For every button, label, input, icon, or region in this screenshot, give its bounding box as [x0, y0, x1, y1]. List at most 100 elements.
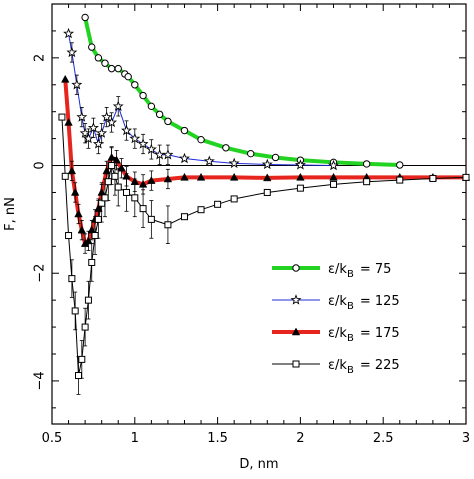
data-point-circle: [271, 153, 280, 162]
series-line: [63, 77, 468, 246]
data-point-star: [82, 132, 94, 144]
data-point-square: [114, 183, 122, 191]
y-axis-tick-labels: −4 −2 0 2: [33, 54, 48, 391]
data-point-square: [108, 162, 116, 170]
series-1: [63, 27, 340, 171]
data-point-circle: [101, 59, 109, 67]
data-point-star: [76, 111, 88, 122]
data-point-square: [263, 188, 271, 196]
data-point-square: [429, 174, 437, 182]
data-point-triangle: [74, 209, 83, 218]
data-point-circle: [131, 81, 139, 89]
data-point-circle: [139, 91, 147, 100]
data-point-square: [94, 215, 102, 223]
data-point-star: [71, 78, 83, 90]
data-point-circle: [147, 102, 156, 111]
data-point-star: [106, 116, 118, 128]
data-point-square: [71, 307, 79, 315]
plot-area: [51, 3, 471, 425]
plot-frame: [51, 3, 467, 425]
y-tick-label: −2: [33, 264, 48, 283]
data-point-triangle: [180, 172, 189, 181]
x-tick-label: 1: [131, 431, 139, 446]
data-point-circle: [155, 110, 164, 119]
data-point-square: [139, 205, 147, 213]
data-point-circle: [292, 264, 300, 272]
legend-label: ε/kB = 225: [328, 358, 400, 376]
x-tick-label: 0.5: [42, 431, 63, 446]
data-point-square: [180, 213, 188, 221]
data-point-circle: [362, 160, 371, 168]
x-axis-tick-labels: 0.5 1 1.5 2 2.5 3: [42, 431, 470, 446]
data-point-triangle: [163, 174, 173, 183]
x-tick-label: 1.5: [207, 431, 228, 446]
series-line: [61, 116, 467, 377]
data-point-star: [137, 138, 149, 149]
data-point-star: [294, 159, 306, 170]
data-point-square: [363, 178, 371, 186]
data-point-triangle: [147, 176, 156, 184]
data-point-square: [396, 176, 404, 184]
data-point-star: [203, 155, 215, 166]
legend-entry: ε/kB = 225: [272, 358, 400, 376]
data-point-triangle: [291, 327, 301, 336]
data-point-square: [91, 232, 99, 240]
data-point-square: [74, 372, 82, 380]
y-axis-ticks: [52, 30, 466, 409]
data-point-triangle: [84, 236, 93, 245]
data-point-square: [123, 188, 131, 196]
data-point-square: [147, 215, 155, 223]
data-point-star: [228, 157, 240, 169]
data-point-circle: [247, 149, 255, 158]
data-point-square: [78, 355, 86, 363]
series-line: [83, 15, 402, 167]
data-point-square: [58, 113, 66, 121]
data-point-triangle: [196, 172, 206, 181]
legend: ε/kB = 75 ε/kB = 125 ε/kB = 175 ε/kB = 225: [272, 262, 400, 376]
data-point-triangle: [329, 172, 338, 181]
data-point-square: [296, 184, 304, 192]
data-point-square: [61, 172, 69, 180]
y-tick-label: 0: [33, 161, 48, 169]
data-point-square: [84, 296, 92, 304]
y-tick-label: −4: [33, 371, 48, 390]
data-point-triangle: [263, 173, 272, 182]
data-point-square: [164, 221, 172, 229]
data-point-square: [88, 258, 96, 266]
legend-entry: ε/kB = 75: [272, 262, 391, 280]
data-point-star: [63, 27, 75, 39]
data-point-square: [230, 195, 238, 203]
legend-label: ε/kB = 125: [328, 294, 400, 312]
data-point-star: [328, 159, 340, 171]
data-point-square: [111, 172, 119, 180]
data-point-star: [79, 127, 91, 138]
data-point-square: [462, 173, 470, 181]
data-point-triangle: [77, 225, 87, 234]
data-point-circle: [396, 161, 404, 169]
data-point-circle: [107, 64, 116, 73]
data-point-star: [87, 122, 99, 133]
series-3: [58, 113, 470, 395]
data-point-triangle: [70, 187, 80, 196]
data-point-star: [96, 127, 108, 138]
data-point-square: [197, 206, 205, 214]
data-point-circle: [222, 144, 230, 152]
data-point-star: [66, 46, 78, 58]
data-point-triangle: [296, 172, 305, 181]
data-point-star: [154, 148, 166, 160]
data-point-triangle: [67, 166, 77, 175]
data-point-star: [145, 143, 157, 155]
data-point-triangle: [229, 172, 239, 181]
x-axis-ticks: [51, 4, 467, 424]
data-point-circle: [124, 72, 132, 81]
data-point-triangle: [61, 74, 70, 83]
data-point-star: [162, 148, 174, 160]
y-tick-label: 2: [33, 54, 48, 62]
data-point-star: [121, 124, 133, 136]
y-axis-title: F, nN: [3, 197, 18, 231]
data-point-star: [112, 100, 124, 111]
data-point-square: [330, 180, 338, 188]
data-point-circle: [164, 117, 172, 126]
data-point-square: [68, 275, 76, 283]
